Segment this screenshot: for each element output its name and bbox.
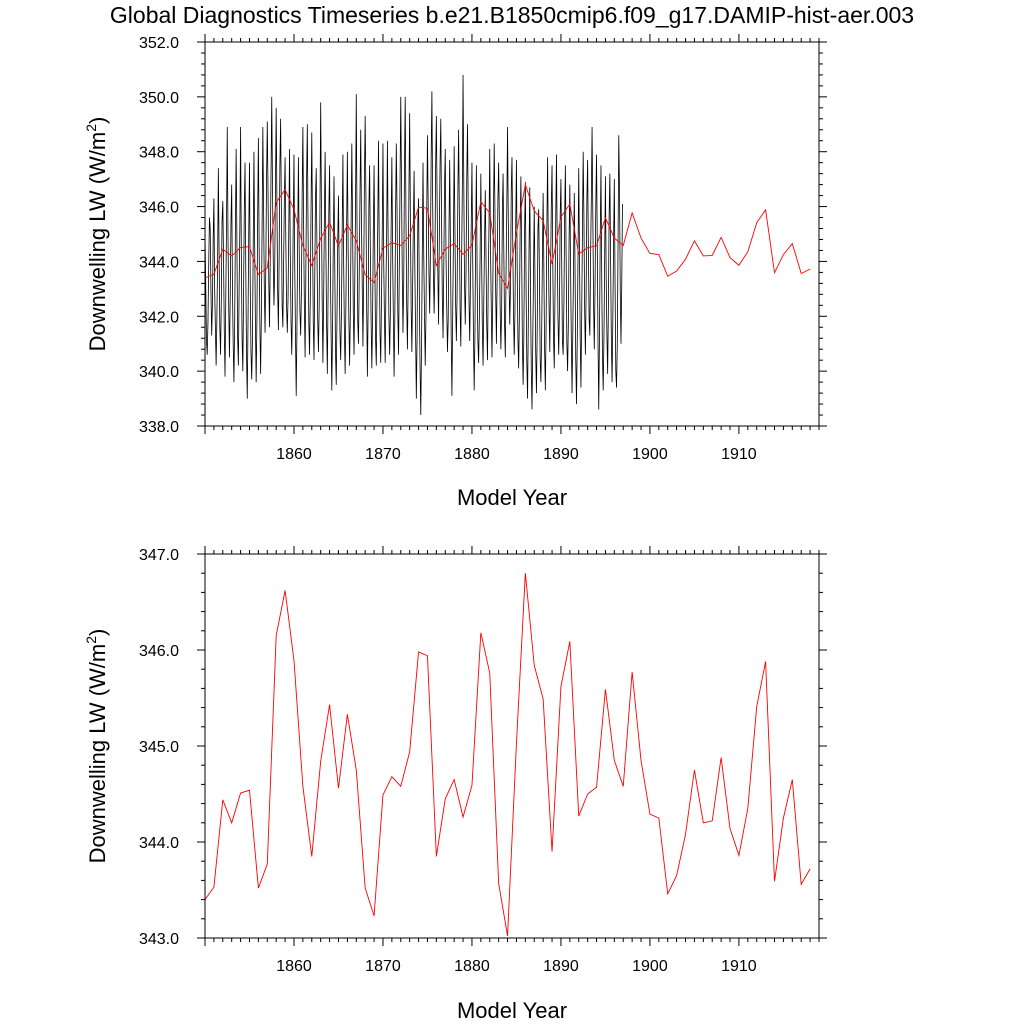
x-axis-label: Model Year: [457, 485, 567, 510]
y-tick-label: 350.0: [139, 90, 179, 107]
series-line-annual: [204, 182, 811, 290]
x-tick-label: 1890: [543, 958, 579, 975]
top-panel: 1860 1870 1880 1890 1900 1910 338.0 340.0 342.0 3…: [83, 34, 827, 510]
y-tick-label: 344.0: [139, 835, 179, 852]
y-tick-label: 342.0: [139, 309, 179, 326]
y-tick-label: 346.0: [139, 200, 179, 217]
x-tick-label: 1880: [454, 958, 490, 975]
x-tick-label: 1860: [276, 446, 312, 463]
x-tick-label: 1900: [632, 446, 668, 463]
y-tick-label: 338.0: [139, 419, 179, 436]
y-axis-label: Downwelling LW (W/m2): [83, 629, 110, 864]
y-tick-label: 347.0: [139, 547, 179, 564]
y-tick-label: 352.0: [139, 35, 179, 52]
series-line-monthly: [204, 74, 623, 416]
figure-title: Global Diagnostics Timeseries b.e21.B185…: [110, 2, 914, 28]
x-tick-label: 1870: [365, 958, 401, 975]
x-tick-label: 1900: [632, 958, 668, 975]
y-axis-label-text: Downwelling LW (W/m: [85, 132, 110, 352]
y-tick-label: 348.0: [139, 145, 179, 162]
y-axis-label-superscript: 2: [83, 636, 99, 644]
plot-frame: [204, 41, 820, 427]
y-axis-label-close: ): [85, 117, 110, 124]
x-tick-label: 1860: [276, 958, 312, 975]
y-tick-label: 345.0: [139, 739, 179, 756]
x-tick-label: 1910: [721, 446, 757, 463]
x-tick-label: 1910: [721, 958, 757, 975]
bottom-panel: 1860 1870 1880 1890 1900 1910 343.0 344.0 345.0 3…: [83, 546, 827, 1023]
x-axis-label: Model Year: [457, 998, 567, 1023]
x-tick-label: 1870: [365, 446, 401, 463]
x-tick-label: 1880: [454, 446, 490, 463]
y-axis-label: Downwelling LW (W/m2): [83, 117, 110, 352]
y-axis-label-close: ): [85, 629, 110, 636]
y-axis-label-superscript: 2: [83, 124, 99, 132]
y-tick-label: 344.0: [139, 254, 179, 271]
y-axis-label-text: Downwelling LW (W/m: [85, 644, 110, 864]
y-tick-label: 340.0: [139, 364, 179, 381]
y-tick-label: 343.0: [139, 931, 179, 948]
series-line-annual: [204, 573, 811, 937]
x-tick-label: 1890: [543, 446, 579, 463]
y-tick-label: 346.0: [139, 643, 179, 660]
plot-frame: [204, 553, 820, 939]
